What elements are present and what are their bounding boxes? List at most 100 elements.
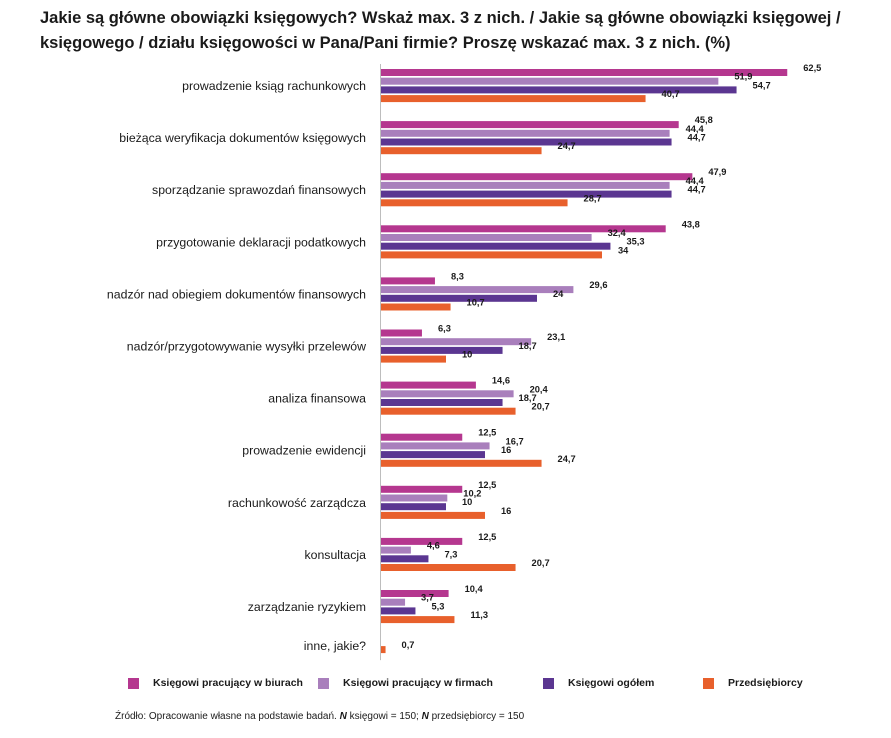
category-label: prowadzenie ewidencji [242, 444, 366, 458]
bar [381, 433, 463, 441]
bar [381, 355, 446, 363]
category-label: nadzór nad obiegiem dokumentów finansowy… [107, 287, 366, 301]
data-label: 14,6 [492, 376, 510, 386]
source-note: Źródło: Opracowanie własne na podstawie … [115, 711, 524, 722]
legend-label: Księgowi pracujący w biurach [153, 677, 303, 689]
data-label: 35,3 [626, 237, 644, 247]
bar [381, 303, 451, 311]
bar [381, 138, 672, 146]
bar [381, 251, 602, 259]
bar [381, 598, 406, 606]
bar [381, 546, 411, 554]
data-label: 8,3 [451, 271, 464, 281]
data-label: 10,4 [465, 584, 484, 594]
data-label: 44,7 [688, 133, 706, 143]
bar [381, 346, 503, 354]
data-label: 62,5 [803, 63, 821, 73]
data-label: 20,7 [532, 402, 550, 412]
source-n2-text: przedsiębiorcy = 150 [428, 711, 525, 722]
data-label: 20,7 [532, 558, 550, 568]
legend-label: Księgowi ogółem [568, 677, 655, 689]
data-label: 11,3 [470, 610, 488, 620]
bar [381, 537, 463, 545]
data-label: 28,7 [584, 193, 602, 203]
bar [381, 590, 449, 597]
bar [381, 286, 574, 294]
bar [381, 77, 719, 85]
data-label: 0,7 [402, 640, 415, 650]
data-label: 54,7 [753, 80, 771, 90]
bar [381, 190, 672, 198]
data-label: 10,2 [463, 489, 481, 499]
data-label: 7,3 [444, 549, 457, 559]
category-label: bieżąca weryfikacja dokumentów księgowyc… [119, 131, 366, 145]
legend-item: Księgowi ogółem [543, 677, 654, 689]
data-label: 24 [553, 289, 564, 299]
bar [381, 181, 670, 189]
bar [381, 511, 485, 519]
data-label: 45,8 [695, 115, 713, 125]
data-label: 24,7 [558, 454, 576, 464]
category-label: zarządzanie ryzykiem [248, 600, 366, 614]
category-label: prowadzenie ksiąg rachunkowych [182, 79, 366, 93]
bar [381, 485, 463, 493]
source-prefix: Źródło: Opracowanie własne na podstawie … [115, 711, 340, 722]
source-n1-text: księgowi = 150; [346, 711, 422, 722]
bar [381, 459, 542, 467]
bar [381, 555, 429, 563]
data-label: 4,6 [427, 541, 440, 551]
data-label: 23,1 [547, 332, 565, 342]
legend-item: Księgowi pracujący w biurach [128, 677, 303, 689]
legend-item: Przedsiębiorcy [703, 677, 803, 689]
bar [381, 129, 670, 137]
bar [381, 173, 693, 181]
bar [381, 234, 592, 241]
data-label: 10 [462, 350, 472, 360]
category-label: nadzór/przygotowywanie wysyłki przelewów [127, 340, 366, 354]
data-label: 44,7 [688, 185, 706, 195]
bar [381, 390, 514, 398]
legend-label: Księgowi pracujący w firmach [343, 677, 493, 689]
bar [381, 199, 568, 207]
bar [381, 69, 788, 76]
data-label: 20,4 [530, 384, 549, 394]
data-label: 12,5 [478, 480, 496, 490]
data-label: 16 [501, 445, 511, 455]
data-label: 3,7 [421, 593, 434, 603]
bar [381, 242, 611, 250]
data-label: 6,3 [438, 324, 451, 334]
source-n1-symbol: N [339, 711, 347, 722]
legend-item: Księgowi pracujący w firmach [318, 677, 493, 689]
bar [381, 277, 435, 285]
data-label: 5,3 [431, 601, 444, 611]
bar [381, 86, 737, 94]
data-label: 16,7 [506, 436, 524, 446]
data-label: 16 [501, 506, 511, 516]
bar [381, 381, 476, 389]
data-label: 29,6 [589, 280, 607, 290]
data-label: 10 [462, 497, 472, 507]
category-label: konsultacja [304, 548, 366, 562]
data-label: 47,9 [708, 167, 726, 177]
category-label: analiza finansowa [268, 392, 366, 406]
data-label: 44,4 [686, 124, 705, 134]
bar [381, 503, 446, 511]
legend-label: Przedsiębiorcy [728, 677, 803, 689]
data-label: 34 [618, 245, 629, 255]
data-label: 24,7 [558, 141, 576, 151]
data-label: 40,7 [662, 89, 680, 99]
legend-swatch [318, 677, 329, 689]
data-label: 44,4 [686, 176, 705, 186]
data-label: 18,7 [519, 393, 537, 403]
legend-swatch [543, 677, 554, 689]
bar [381, 329, 422, 337]
legend-swatch [128, 677, 139, 689]
bar [381, 407, 516, 415]
data-label: 12,5 [478, 428, 496, 438]
data-label: 12,5 [478, 532, 496, 542]
bar [381, 564, 516, 571]
category-label: inne, jakie? [304, 639, 366, 653]
bar-chart: prowadzenie ksiąg rachunkowych 62,5 51,954… [107, 63, 821, 661]
bar [381, 607, 416, 615]
legend-swatch [703, 677, 714, 689]
